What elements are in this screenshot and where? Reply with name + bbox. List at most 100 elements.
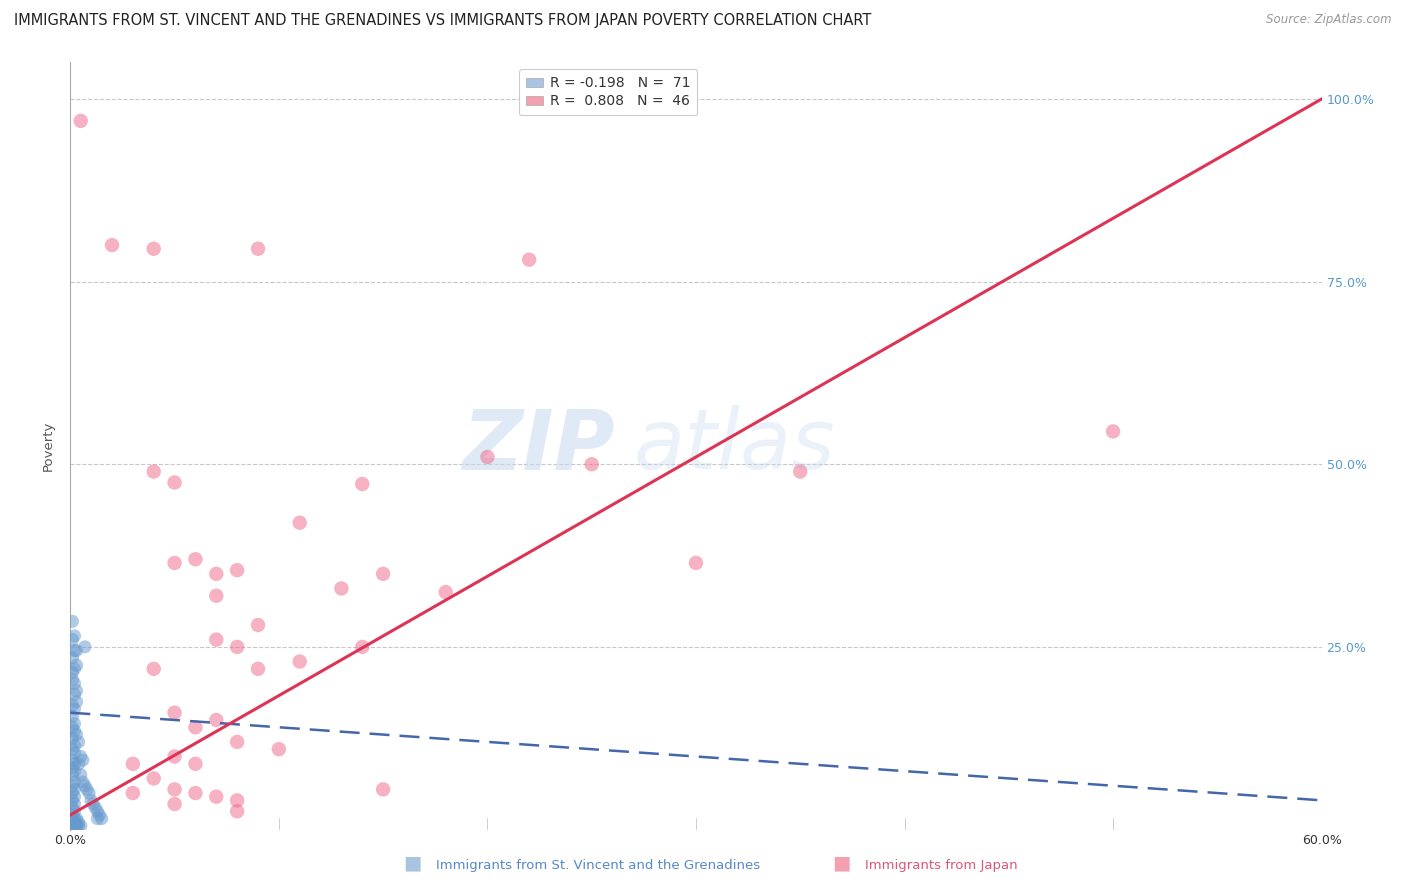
Point	[77, 786, 100, 800]
Point	[60, 786, 83, 800]
Point	[69, 768, 91, 782]
Point	[63, 812, 86, 826]
Point	[60, 673, 83, 687]
Point	[517, 252, 540, 267]
Point	[82, 797, 104, 811]
Point	[60, 615, 83, 629]
Point	[86, 812, 108, 826]
Point	[205, 566, 228, 581]
Text: IMMIGRANTS FROM ST. VINCENT AND THE GRENADINES VS IMMIGRANTS FROM JAPAN POVERTY : IMMIGRANTS FROM ST. VINCENT AND THE GREN…	[14, 13, 872, 29]
Point	[163, 706, 186, 720]
Text: ■: ■	[832, 854, 851, 872]
Point	[226, 735, 249, 749]
Point	[226, 563, 249, 577]
Point	[63, 789, 86, 804]
Point	[63, 716, 86, 731]
Point	[65, 821, 87, 835]
Point	[247, 662, 270, 676]
Point	[65, 728, 87, 742]
Point	[60, 779, 83, 793]
Point	[80, 793, 103, 807]
Point	[581, 457, 603, 471]
Point	[60, 819, 83, 833]
Point	[142, 662, 165, 676]
Point	[352, 640, 374, 654]
Point	[65, 816, 87, 830]
Point	[63, 662, 86, 676]
Point	[65, 643, 87, 657]
Point	[1102, 425, 1125, 439]
Point	[163, 782, 186, 797]
Point	[84, 800, 107, 814]
Point	[163, 749, 186, 764]
Point	[121, 786, 145, 800]
Point	[205, 713, 228, 727]
Point	[121, 756, 145, 771]
Point	[60, 709, 83, 723]
Point	[184, 756, 207, 771]
Legend: R = -0.198   N =  71, R =  0.808   N =  46: R = -0.198 N = 71, R = 0.808 N = 46	[519, 70, 697, 115]
Point	[90, 812, 112, 826]
Point	[60, 768, 83, 782]
Point	[205, 632, 228, 647]
Point	[288, 516, 311, 530]
Point	[247, 618, 270, 632]
Point	[63, 782, 86, 797]
Point	[60, 800, 83, 814]
Point	[63, 702, 86, 716]
Point	[63, 676, 86, 690]
Point	[267, 742, 290, 756]
Point	[63, 821, 86, 835]
Point	[63, 797, 86, 811]
Point	[60, 651, 83, 665]
Point	[352, 477, 374, 491]
Point	[69, 114, 91, 128]
Point	[60, 720, 83, 734]
Point	[184, 552, 207, 566]
Point	[65, 812, 87, 826]
Point	[63, 643, 86, 657]
Point	[63, 687, 86, 701]
Point	[288, 655, 311, 669]
Point	[69, 749, 91, 764]
Point	[63, 739, 86, 753]
Text: Source: ZipAtlas.com: Source: ZipAtlas.com	[1267, 13, 1392, 27]
Point	[205, 589, 228, 603]
Y-axis label: Poverty: Poverty	[41, 421, 55, 471]
Point	[477, 450, 499, 464]
Point	[60, 815, 83, 830]
Point	[371, 782, 394, 797]
Point	[76, 782, 98, 797]
Point	[226, 805, 249, 819]
Text: ■: ■	[404, 854, 422, 872]
Point	[69, 819, 91, 833]
Text: atlas: atlas	[633, 406, 835, 486]
Point	[330, 582, 353, 596]
Text: Immigrants from Japan: Immigrants from Japan	[865, 859, 1018, 872]
Point	[184, 720, 207, 734]
Point	[63, 629, 86, 643]
Point	[205, 789, 228, 804]
Point	[60, 731, 83, 746]
Point	[60, 742, 83, 756]
Point	[65, 695, 87, 709]
Point	[434, 585, 457, 599]
Point	[60, 821, 83, 835]
Point	[67, 815, 90, 830]
Point	[101, 238, 124, 252]
Point	[72, 775, 94, 789]
Point	[142, 465, 165, 479]
Point	[63, 775, 86, 789]
Point	[163, 475, 186, 490]
Point	[60, 665, 83, 680]
Point	[789, 465, 811, 479]
Point	[184, 786, 207, 800]
Point	[60, 793, 83, 807]
Point	[63, 805, 86, 819]
Point	[685, 556, 707, 570]
Point	[226, 793, 249, 807]
Point	[63, 756, 86, 771]
Point	[67, 756, 90, 771]
Point	[60, 760, 83, 774]
Point	[163, 556, 186, 570]
